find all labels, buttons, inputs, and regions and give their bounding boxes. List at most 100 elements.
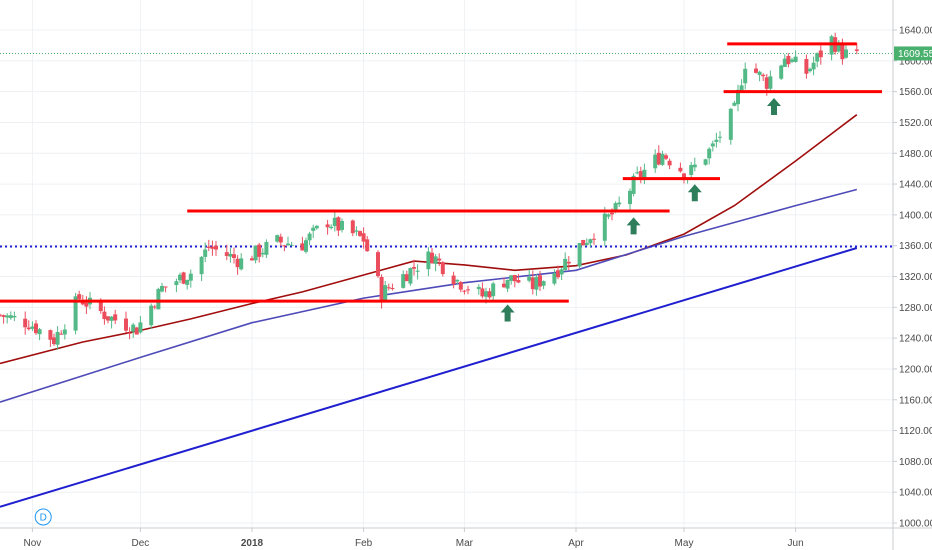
candle-body <box>433 256 438 264</box>
candle-body <box>350 220 355 234</box>
candle <box>714 132 719 148</box>
candle <box>786 53 791 68</box>
candle <box>710 140 715 152</box>
candle <box>23 311 28 335</box>
x-tick-label: Feb <box>355 538 373 549</box>
candle <box>224 244 229 261</box>
candle-body <box>102 311 107 320</box>
candle-body <box>610 212 614 215</box>
candle <box>631 173 636 197</box>
candle <box>257 242 262 263</box>
candle-body <box>98 300 103 312</box>
candle <box>678 162 683 173</box>
candle-body <box>304 240 308 252</box>
candle-body <box>631 175 636 194</box>
candle-body <box>127 332 132 334</box>
candle-body <box>289 244 294 246</box>
candle-body <box>743 68 748 84</box>
x-tick-label: 2018 <box>241 538 264 549</box>
candle <box>732 100 737 107</box>
candle <box>664 153 668 160</box>
candle <box>412 259 416 276</box>
candle-body <box>415 270 420 272</box>
candle-body <box>556 270 560 278</box>
candle-body <box>811 62 816 70</box>
candle <box>12 311 17 322</box>
candle <box>260 248 265 258</box>
candle <box>314 225 319 230</box>
candle <box>156 287 161 310</box>
candle-body <box>764 77 769 89</box>
candle <box>581 239 586 246</box>
candle <box>235 255 240 275</box>
candle-body <box>12 315 17 318</box>
candle-body <box>0 314 2 316</box>
candle-body <box>790 59 794 62</box>
candle-body <box>761 74 766 77</box>
candle-body <box>185 279 190 285</box>
candle <box>703 158 708 166</box>
candle-body <box>613 203 618 212</box>
candle-body <box>376 252 380 277</box>
candle <box>538 270 542 292</box>
candle <box>512 274 517 288</box>
candle-body <box>253 245 258 261</box>
candle-body <box>502 283 506 288</box>
up-arrow-icon <box>500 304 515 322</box>
candle <box>768 70 773 92</box>
candle-body <box>336 217 341 231</box>
up-arrow-icon <box>687 184 702 202</box>
candle <box>829 34 834 61</box>
candle-body <box>55 331 60 345</box>
candle <box>426 247 431 277</box>
candle <box>55 326 60 350</box>
candle <box>577 242 582 268</box>
candle <box>440 261 445 277</box>
dividend-marker-label: D <box>40 513 47 524</box>
candle <box>199 255 204 282</box>
candle-body <box>458 282 463 290</box>
candle <box>509 275 514 285</box>
candle-body <box>840 43 845 60</box>
candle <box>376 250 380 278</box>
candle-body <box>462 290 467 292</box>
candle <box>5 313 10 324</box>
candle-body <box>383 285 388 301</box>
candle-body <box>718 136 722 138</box>
candle <box>692 157 697 172</box>
candle-body <box>152 306 157 308</box>
candle-body <box>635 172 640 174</box>
candle <box>278 233 283 247</box>
candle <box>386 283 391 291</box>
candle-body <box>541 281 546 286</box>
candle <box>401 270 406 289</box>
candle <box>336 216 341 237</box>
candle <box>239 253 244 271</box>
candle-body <box>109 316 114 321</box>
candle <box>149 303 154 329</box>
candle-body <box>286 243 290 246</box>
candle <box>390 283 395 291</box>
grid-layer <box>0 0 893 528</box>
candle-body <box>430 252 434 264</box>
x-tick-label: Nov <box>24 538 42 549</box>
candle-body <box>592 238 596 240</box>
candle-body <box>732 102 737 106</box>
candle-body <box>257 244 262 257</box>
candle-body <box>538 275 542 287</box>
candle <box>109 315 114 329</box>
candle <box>300 236 305 251</box>
x-tick-label: Apr <box>568 538 584 549</box>
last-price-tag <box>894 46 932 61</box>
candle <box>1 314 6 324</box>
candle-body <box>804 59 809 74</box>
candle-body <box>757 71 762 75</box>
candle-body <box>138 322 143 333</box>
y-tick-label: 1080.00 <box>899 457 932 468</box>
candle-body <box>692 164 697 168</box>
candle-body <box>386 287 391 289</box>
y-tick-label: 1640.00 <box>899 26 932 37</box>
candle <box>530 270 535 295</box>
marker-layer: 1609.55 D <box>34 46 932 526</box>
